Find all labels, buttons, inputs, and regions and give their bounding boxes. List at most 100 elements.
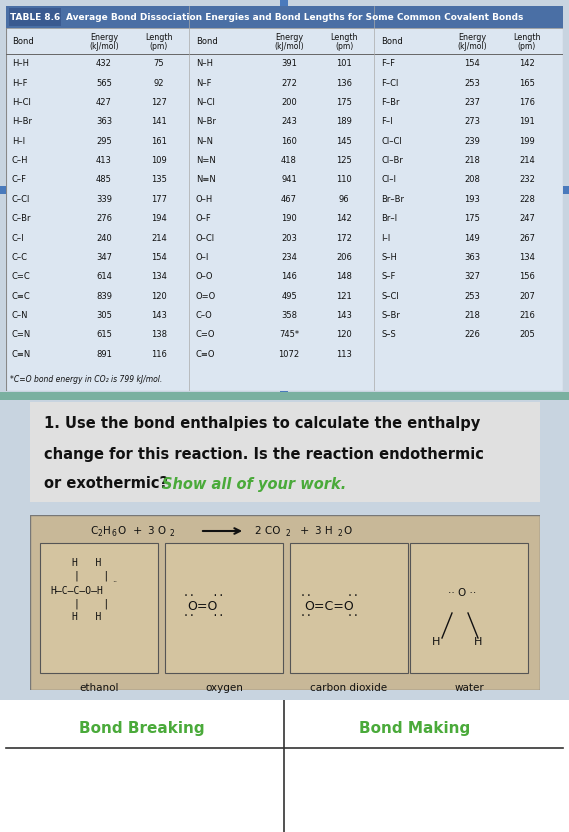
Text: 614: 614 — [96, 272, 112, 281]
Text: Cl–I: Cl–I — [381, 176, 396, 185]
Text: H–Cl: H–Cl — [12, 98, 31, 107]
Text: 190: 190 — [281, 214, 297, 223]
Text: I–I: I–I — [381, 234, 390, 243]
Text: 135: 135 — [151, 176, 167, 185]
Text: change for this reaction. Is the reaction endothermic: change for this reaction. Is the reactio… — [44, 447, 484, 462]
Text: 206: 206 — [336, 253, 352, 262]
Text: S–H: S–H — [381, 253, 397, 262]
Text: 276: 276 — [96, 214, 112, 223]
Bar — [280, 0, 288, 6]
Text: 495: 495 — [281, 292, 297, 300]
Bar — [563, 186, 569, 194]
Text: H–H: H–H — [12, 59, 29, 68]
Text: C–C: C–C — [12, 253, 28, 262]
Text: ··: ·· — [112, 578, 117, 587]
Text: 125: 125 — [336, 156, 352, 165]
Text: Cl–Br: Cl–Br — [381, 156, 403, 165]
Text: 142: 142 — [519, 59, 535, 68]
Text: 149: 149 — [464, 234, 480, 243]
Text: (kJ/mol): (kJ/mol) — [457, 42, 487, 51]
Text: 120: 120 — [151, 292, 167, 300]
Text: 216: 216 — [519, 311, 535, 320]
Text: N≡N: N≡N — [196, 176, 216, 185]
Text: 110: 110 — [336, 176, 352, 185]
Text: Show all of your work.: Show all of your work. — [162, 477, 347, 492]
Text: O: O — [117, 526, 125, 536]
Text: 839: 839 — [96, 292, 112, 300]
Text: 200: 200 — [281, 98, 297, 107]
Text: 363: 363 — [464, 253, 480, 262]
Text: Bond Making: Bond Making — [360, 721, 471, 735]
Text: 272: 272 — [281, 78, 297, 87]
Text: 214: 214 — [151, 234, 167, 243]
Text: 175: 175 — [464, 214, 480, 223]
Text: 138: 138 — [151, 330, 167, 339]
Text: 2: 2 — [170, 528, 175, 537]
Text: 391: 391 — [281, 59, 297, 68]
Bar — [280, 391, 288, 399]
Text: S–Br: S–Br — [381, 311, 400, 320]
Text: 154: 154 — [151, 253, 167, 262]
Bar — [410, 543, 528, 673]
Text: C=N: C=N — [12, 330, 31, 339]
Text: N–H: N–H — [196, 59, 213, 68]
Text: 234: 234 — [281, 253, 297, 262]
Text: 75: 75 — [154, 59, 164, 68]
Text: ·· O ··: ·· O ·· — [448, 588, 476, 598]
Text: 101: 101 — [336, 59, 352, 68]
Text: 92: 92 — [154, 78, 164, 87]
Text: 358: 358 — [281, 311, 297, 320]
Text: O=C=O: O=C=O — [304, 600, 354, 612]
Text: Bond: Bond — [12, 37, 34, 46]
Text: 347: 347 — [96, 253, 112, 262]
Text: 273: 273 — [464, 117, 480, 126]
Text: (pm): (pm) — [150, 42, 168, 51]
Text: C–Cl: C–Cl — [12, 195, 30, 204]
Text: (pm): (pm) — [335, 42, 353, 51]
Text: 237: 237 — [464, 98, 480, 107]
Text: 2: 2 — [337, 528, 342, 537]
Text: +: + — [133, 526, 142, 536]
Text: 214: 214 — [519, 156, 535, 165]
Text: N–Br: N–Br — [196, 117, 216, 126]
Bar — [165, 543, 283, 673]
Text: 339: 339 — [96, 195, 112, 204]
Text: 565: 565 — [96, 78, 112, 87]
Text: 2: 2 — [97, 528, 102, 537]
Bar — [9, 8, 61, 26]
Text: O–I: O–I — [196, 253, 209, 262]
Text: |    |: | | — [74, 599, 109, 609]
Text: 418: 418 — [281, 156, 297, 165]
Text: 3 H: 3 H — [315, 526, 333, 536]
Text: N–F: N–F — [196, 78, 212, 87]
Text: O: O — [343, 526, 351, 536]
Text: N=N: N=N — [196, 156, 216, 165]
Text: Length: Length — [513, 32, 541, 42]
Text: 205: 205 — [519, 330, 535, 339]
Text: 142: 142 — [336, 214, 352, 223]
Text: 1072: 1072 — [278, 349, 299, 359]
Text: 891: 891 — [96, 349, 112, 359]
Text: O–F: O–F — [196, 214, 212, 223]
Text: 467: 467 — [281, 195, 297, 204]
Text: 154: 154 — [464, 59, 480, 68]
Text: S–Cl: S–Cl — [381, 292, 399, 300]
Text: C–N: C–N — [12, 311, 28, 320]
Text: S–S: S–S — [381, 330, 396, 339]
Text: water: water — [454, 683, 484, 693]
Text: H–C–C–O–H: H–C–C–O–H — [50, 586, 103, 596]
Text: O–O: O–O — [196, 272, 213, 281]
Text: +: + — [300, 526, 310, 536]
Text: 146: 146 — [281, 272, 297, 281]
Text: carbon dioxide: carbon dioxide — [311, 683, 387, 693]
Text: 121: 121 — [336, 292, 352, 300]
Text: Bond Breaking: Bond Breaking — [79, 721, 205, 735]
Text: 134: 134 — [151, 272, 167, 281]
Text: 160: 160 — [281, 136, 297, 146]
Text: 745*: 745* — [279, 330, 299, 339]
Text: S–F: S–F — [381, 272, 395, 281]
Bar — [40, 543, 158, 673]
Text: 232: 232 — [519, 176, 535, 185]
Text: 175: 175 — [336, 98, 352, 107]
Text: H   H: H H — [72, 558, 101, 568]
